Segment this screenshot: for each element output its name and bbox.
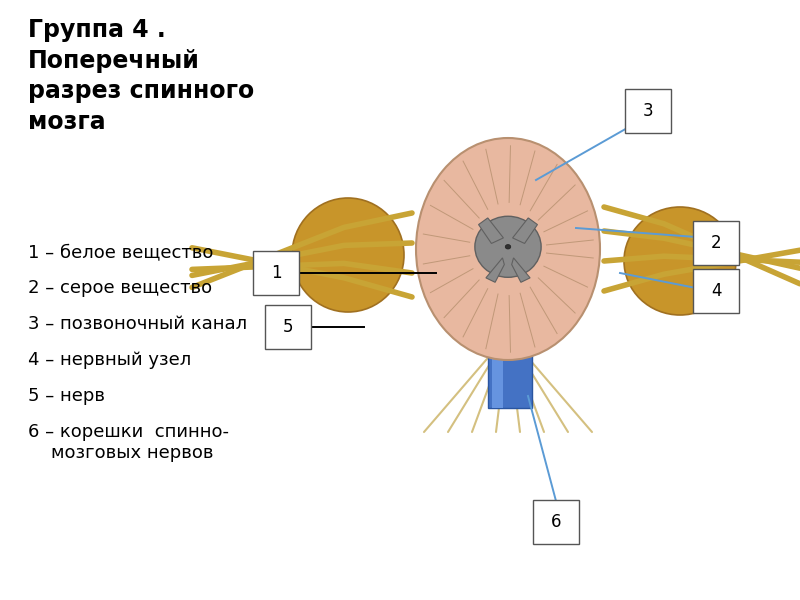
FancyBboxPatch shape bbox=[693, 269, 739, 313]
Text: 4: 4 bbox=[710, 282, 722, 300]
Text: 5 – нерв: 5 – нерв bbox=[28, 387, 105, 405]
Text: 6 – корешки  спинно-
    мозговых нервов: 6 – корешки спинно- мозговых нервов bbox=[28, 423, 229, 462]
FancyBboxPatch shape bbox=[265, 305, 311, 349]
Text: 3 – позвоночный канал: 3 – позвоночный канал bbox=[28, 315, 247, 333]
Ellipse shape bbox=[475, 216, 541, 277]
FancyBboxPatch shape bbox=[533, 500, 579, 544]
FancyBboxPatch shape bbox=[625, 89, 671, 133]
Bar bbox=[488, 246, 532, 408]
FancyBboxPatch shape bbox=[693, 221, 739, 265]
Ellipse shape bbox=[506, 245, 510, 249]
Text: 1: 1 bbox=[270, 264, 282, 282]
FancyBboxPatch shape bbox=[253, 251, 299, 295]
Polygon shape bbox=[513, 218, 538, 244]
Text: 2: 2 bbox=[710, 234, 722, 252]
Text: 6: 6 bbox=[550, 513, 562, 531]
Ellipse shape bbox=[624, 207, 736, 315]
Text: 2 – серое вещество: 2 – серое вещество bbox=[28, 279, 212, 297]
Text: 3: 3 bbox=[642, 102, 654, 120]
Polygon shape bbox=[512, 258, 530, 283]
Text: 1 – белое вещество: 1 – белое вещество bbox=[28, 243, 214, 261]
Polygon shape bbox=[478, 218, 503, 244]
Ellipse shape bbox=[292, 198, 404, 312]
Bar bbox=[492, 246, 503, 408]
Text: Группа 4 .
Поперечный
разрез спинного
мозга: Группа 4 . Поперечный разрез спинного мо… bbox=[28, 18, 254, 134]
Text: 5: 5 bbox=[282, 318, 294, 336]
Polygon shape bbox=[486, 258, 504, 283]
Text: 4 – нервный узел: 4 – нервный узел bbox=[28, 351, 191, 369]
Ellipse shape bbox=[416, 138, 600, 360]
